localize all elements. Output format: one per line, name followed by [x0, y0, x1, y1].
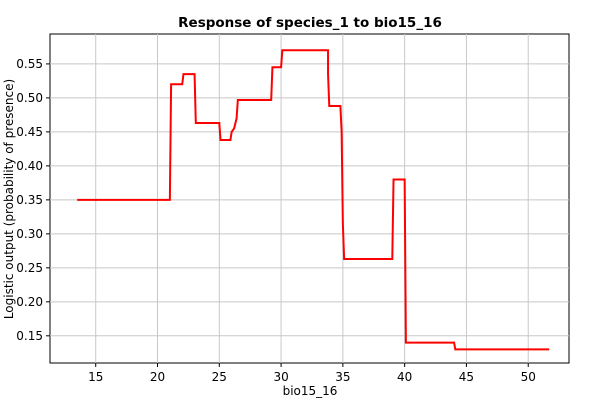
y-tick-label: 0.55 [16, 57, 43, 71]
x-tick-label: 50 [521, 370, 536, 384]
x-axis-label: bio15_16 [283, 384, 338, 398]
y-tick-label: 0.50 [16, 91, 43, 105]
y-tick-label: 0.25 [16, 261, 43, 275]
x-tick-label: 25 [212, 370, 227, 384]
y-tick-label: 0.40 [16, 159, 43, 173]
y-tick-label: 0.35 [16, 193, 43, 207]
y-tick-label: 0.30 [16, 227, 43, 241]
x-tick-label: 40 [397, 370, 412, 384]
y-tick-label: 0.45 [16, 125, 43, 139]
x-tick-label: 45 [459, 370, 474, 384]
series-line [77, 49, 550, 351]
chart-title: Response of species_1 to bio15_16 [178, 15, 442, 31]
y-tick-label: 0.20 [16, 295, 43, 309]
x-tick-label: 20 [150, 370, 165, 384]
x-tick-label: 30 [273, 370, 288, 384]
axis-ticks: 15 20 25 30 35 40 45 50 0.15 0.20 0.25 0.30 0.35 0.40… [16, 57, 536, 384]
x-tick-label: 15 [88, 370, 103, 384]
series-group [77, 49, 550, 351]
plot-area [49, 33, 570, 364]
y-tick-label: 0.15 [16, 329, 43, 343]
x-tick-label: 35 [335, 370, 350, 384]
y-axis-label: Logistic output (probability of presence… [2, 79, 16, 319]
